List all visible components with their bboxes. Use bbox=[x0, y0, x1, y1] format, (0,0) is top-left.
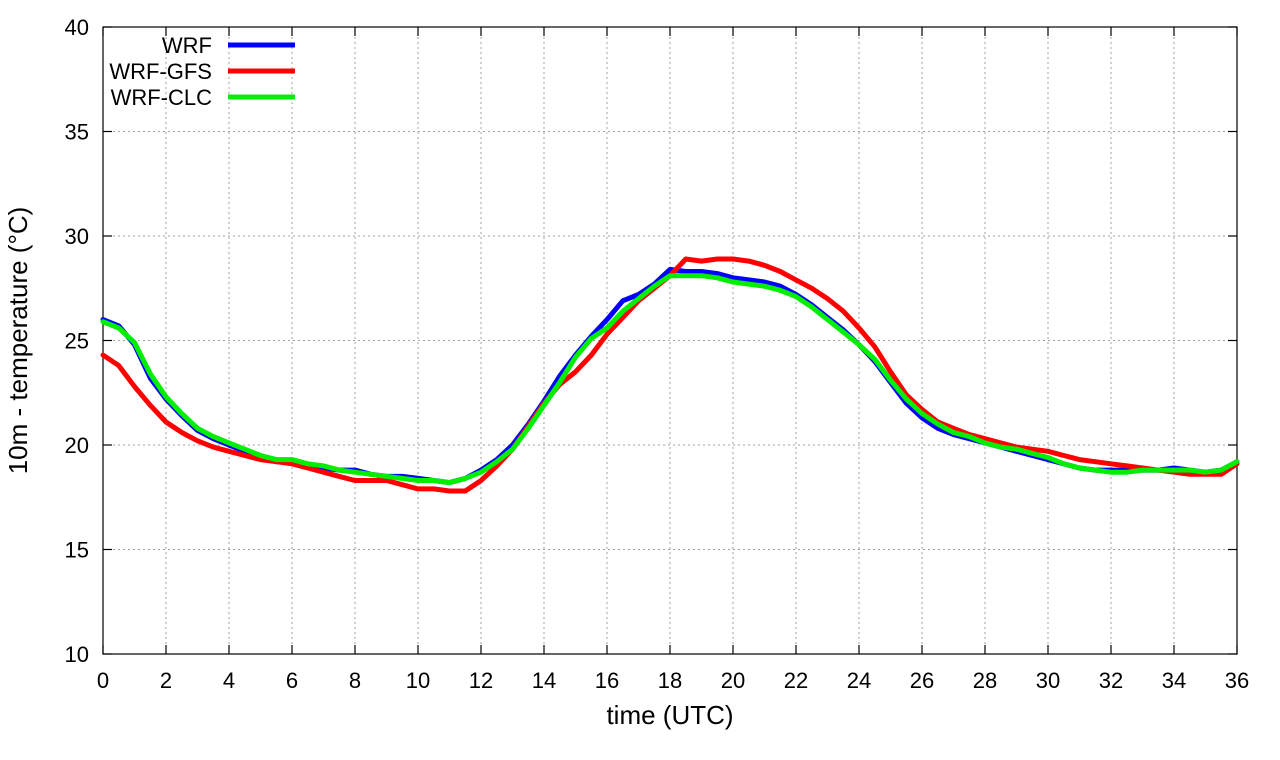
y-tick-label: 25 bbox=[65, 329, 89, 354]
plot-frame bbox=[102, 26, 1238, 655]
x-tick-label: 6 bbox=[286, 668, 298, 693]
grid bbox=[103, 27, 1237, 654]
y-tick-label: 30 bbox=[65, 224, 89, 249]
x-tick-label: 36 bbox=[1225, 668, 1249, 693]
legend-label-wrf: WRF bbox=[162, 33, 212, 58]
x-tick-label: 12 bbox=[469, 668, 493, 693]
x-tick-label: 20 bbox=[721, 668, 745, 693]
y-tick-label: 35 bbox=[65, 120, 89, 145]
legend-label-wrf-gfs: WRF-GFS bbox=[109, 59, 212, 84]
x-tick-label: 32 bbox=[1099, 668, 1123, 693]
x-tick-label: 34 bbox=[1162, 668, 1186, 693]
x-tick-label: 24 bbox=[847, 668, 871, 693]
x-tick-label: 0 bbox=[97, 668, 109, 693]
y-tick-label: 10 bbox=[65, 642, 89, 667]
y-axis-title: 10m - temperature (°C) bbox=[3, 207, 33, 475]
y-tick-label: 20 bbox=[65, 433, 89, 458]
x-tick-label: 28 bbox=[973, 668, 997, 693]
series-layer bbox=[100, 256, 1240, 494]
x-tick-label: 14 bbox=[532, 668, 556, 693]
series-line-wrf-clc bbox=[100, 273, 1240, 486]
x-axis-title: time (UTC) bbox=[606, 700, 733, 730]
series-line-wrf bbox=[100, 266, 1240, 486]
legend-label-wrf-clc: WRF-CLC bbox=[111, 85, 213, 110]
x-tick-label: 8 bbox=[349, 668, 361, 693]
x-tick-label: 10 bbox=[406, 668, 430, 693]
x-tick-label: 22 bbox=[784, 668, 808, 693]
x-tick-label: 16 bbox=[595, 668, 619, 693]
x-tick-label: 2 bbox=[160, 668, 172, 693]
y-tick-label: 40 bbox=[65, 15, 89, 40]
y-tick-label: 15 bbox=[65, 538, 89, 563]
x-tick-label: 26 bbox=[910, 668, 934, 693]
axis-ticks: 0 2 4 6 8 10 12 14 16 18 20 22 24 26 28 30 32 34 361015202… bbox=[65, 15, 1250, 693]
x-tick-label: 18 bbox=[658, 668, 682, 693]
x-tick-label: 4 bbox=[223, 668, 235, 693]
x-tick-label: 30 bbox=[1036, 668, 1060, 693]
